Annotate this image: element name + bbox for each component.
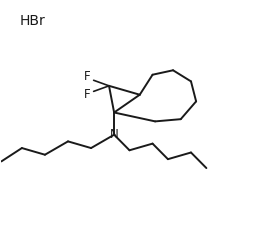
Text: F: F xyxy=(84,88,91,101)
Text: N: N xyxy=(110,128,119,141)
Text: HBr: HBr xyxy=(19,14,45,28)
Text: F: F xyxy=(84,70,91,83)
